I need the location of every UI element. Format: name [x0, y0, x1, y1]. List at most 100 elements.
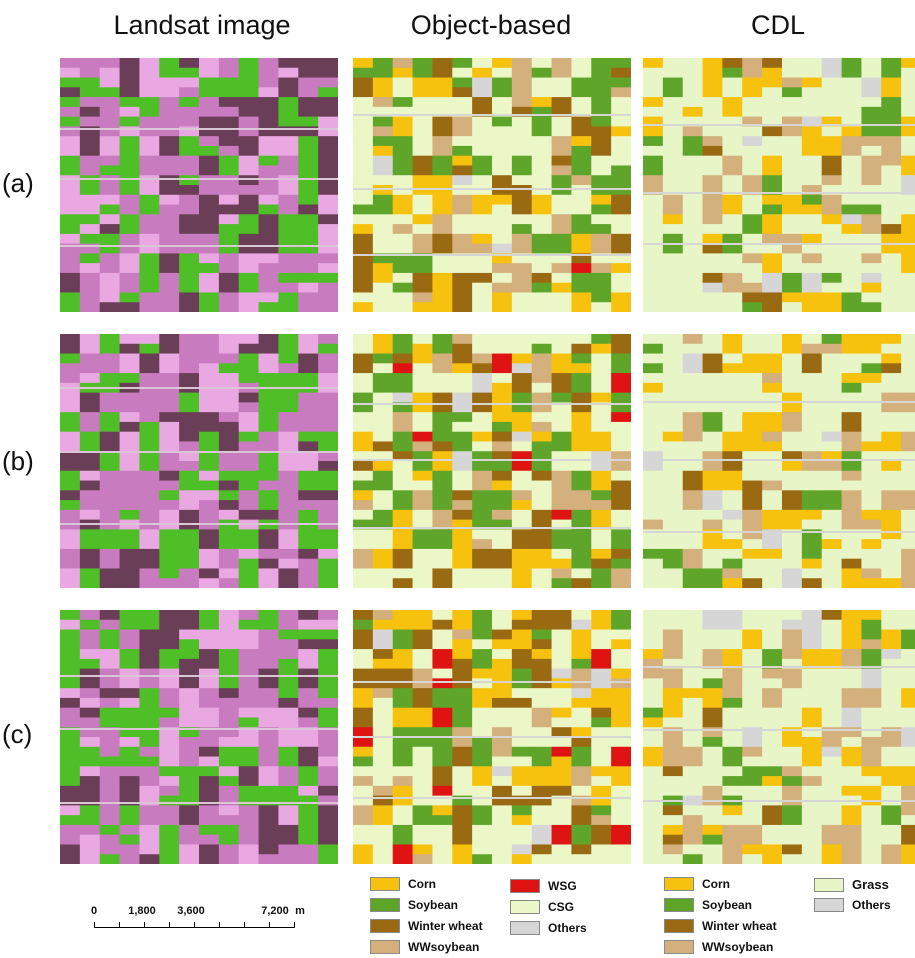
- field-parcel: [119, 353, 140, 374]
- field-parcel: [179, 639, 200, 650]
- field-parcel: [353, 214, 374, 225]
- field-parcel: [119, 116, 140, 127]
- field-parcel: [511, 668, 533, 689]
- field-parcel: [881, 382, 902, 394]
- field-parcel: [179, 805, 200, 826]
- field-parcel: [199, 116, 220, 137]
- field-parcel: [682, 509, 703, 530]
- field-parcel: [452, 824, 473, 836]
- field-parcel: [821, 461, 842, 472]
- field-parcel: [682, 382, 703, 394]
- field-parcel: [179, 668, 200, 689]
- field-parcel: [392, 649, 413, 670]
- field-parcel: [258, 77, 279, 88]
- field-parcel: [218, 431, 240, 442]
- field-parcel: [643, 136, 664, 147]
- field-parcel: [551, 707, 572, 718]
- field-parcel: [492, 824, 513, 845]
- field-parcel: [179, 727, 200, 738]
- field-parcel: [722, 136, 743, 147]
- field-parcel: [218, 233, 240, 254]
- field-parcel: [643, 106, 664, 118]
- field-parcel: [643, 451, 664, 472]
- field-parcel: [218, 578, 240, 588]
- field-parcel: [901, 451, 915, 472]
- field-parcel: [218, 805, 240, 816]
- field-parcel: [353, 431, 374, 452]
- field-parcel: [278, 353, 299, 364]
- field-parcel: [179, 451, 200, 462]
- field-parcel: [392, 136, 413, 157]
- field-parcel: [551, 185, 572, 196]
- field-parcel: [139, 688, 160, 699]
- field-parcel: [662, 214, 684, 225]
- field-parcel: [782, 87, 803, 98]
- field-parcel: [179, 58, 200, 69]
- field-parcel: [901, 155, 915, 176]
- field-parcel: [238, 548, 259, 560]
- field-mosaic: [60, 334, 338, 588]
- field-parcel: [218, 639, 240, 650]
- field-parcel: [432, 233, 453, 254]
- field-parcel: [472, 509, 493, 530]
- field-parcel: [432, 610, 453, 621]
- field-parcel: [238, 568, 259, 588]
- field-parcel: [821, 619, 842, 630]
- field-parcel: [611, 421, 631, 433]
- field-parcel: [702, 175, 723, 196]
- field-parcel: [432, 97, 453, 118]
- field-parcel: [258, 412, 279, 433]
- field-parcel: [511, 224, 533, 235]
- field-parcel: [531, 334, 552, 345]
- field-parcel: [782, 619, 803, 630]
- field-parcel: [841, 490, 862, 511]
- field-parcel: [159, 480, 180, 491]
- field-parcel: [591, 470, 612, 491]
- field-parcel: [643, 67, 664, 78]
- field-parcel: [762, 392, 783, 403]
- field-parcel: [782, 717, 803, 728]
- field-parcel: [611, 509, 631, 530]
- field-parcel: [801, 431, 823, 452]
- field-parcel: [762, 272, 783, 293]
- scale-tick: [194, 922, 195, 928]
- legend-item-soybean: Soybean: [664, 898, 752, 912]
- field-parcel: [298, 610, 319, 621]
- field-parcel: [682, 97, 703, 108]
- field-parcel: [432, 77, 453, 98]
- field-parcel: [762, 204, 783, 215]
- field-parcel: [278, 373, 299, 394]
- field-parcel: [492, 431, 513, 442]
- field-parcel: [762, 243, 783, 254]
- field-parcel: [643, 116, 664, 137]
- field-parcel: [531, 649, 552, 660]
- field-parcel: [392, 334, 413, 354]
- field-parcel: [841, 204, 862, 215]
- field-parcel: [801, 688, 823, 699]
- field-parcel: [702, 668, 723, 679]
- field-parcel: [611, 619, 631, 630]
- field-parcel: [139, 697, 160, 709]
- field-parcel: [159, 578, 180, 588]
- field-parcel: [472, 353, 493, 364]
- field-parcel: [742, 155, 763, 176]
- field-parcel: [432, 175, 453, 196]
- field-parcel: [353, 824, 374, 845]
- field-parcel: [901, 353, 915, 364]
- field-parcel: [742, 805, 763, 826]
- field-parcel: [782, 97, 803, 118]
- field-parcel: [742, 746, 763, 757]
- field-parcel: [881, 707, 902, 728]
- field-parcel: [372, 282, 394, 293]
- field-parcel: [742, 136, 763, 147]
- field-parcel: [591, 77, 612, 98]
- field-parcel: [258, 707, 279, 728]
- field-parcel: [591, 500, 612, 511]
- field-parcel: [821, 126, 842, 137]
- field-parcel: [821, 490, 842, 511]
- field-parcel: [722, 737, 743, 748]
- field-parcel: [392, 548, 413, 569]
- field-parcel: [372, 470, 394, 491]
- field-parcel: [318, 263, 338, 274]
- field-parcel: [531, 58, 552, 69]
